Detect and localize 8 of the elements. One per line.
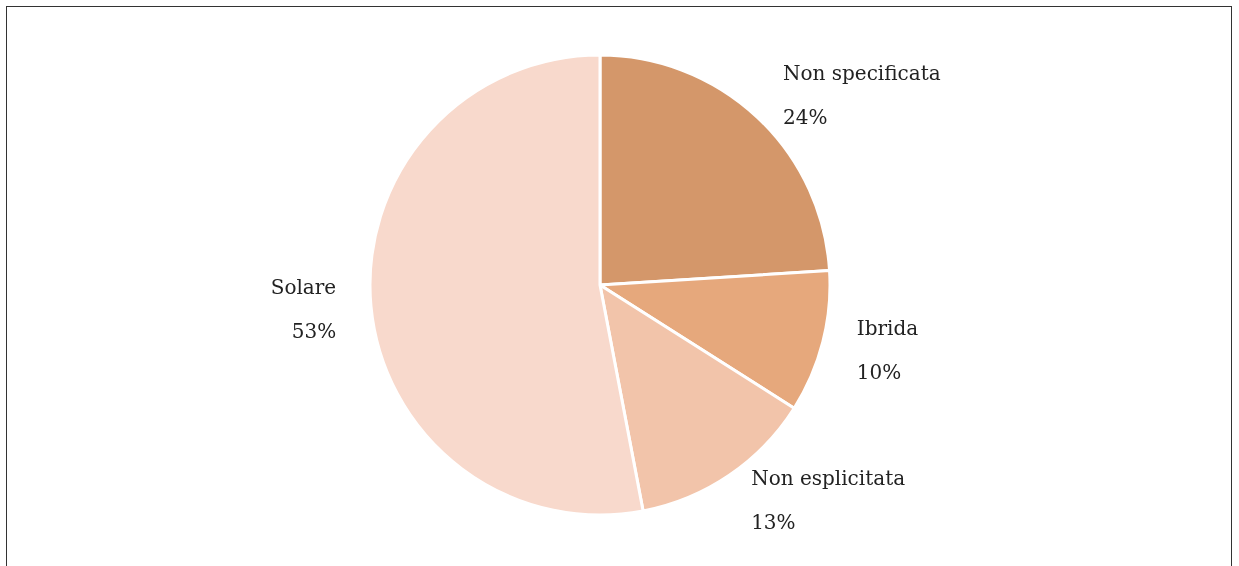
slice-label: Ibrida bbox=[856, 315, 919, 340]
slice-label: Non specificata bbox=[782, 61, 941, 86]
data-label: 10% bbox=[856, 359, 902, 384]
data-label: 24% bbox=[782, 105, 828, 130]
slice-label: Solare bbox=[270, 275, 337, 300]
data-label: 13% bbox=[751, 510, 796, 535]
data-label: 53% bbox=[291, 319, 337, 344]
slice-label: Non esplicitata bbox=[751, 466, 906, 491]
